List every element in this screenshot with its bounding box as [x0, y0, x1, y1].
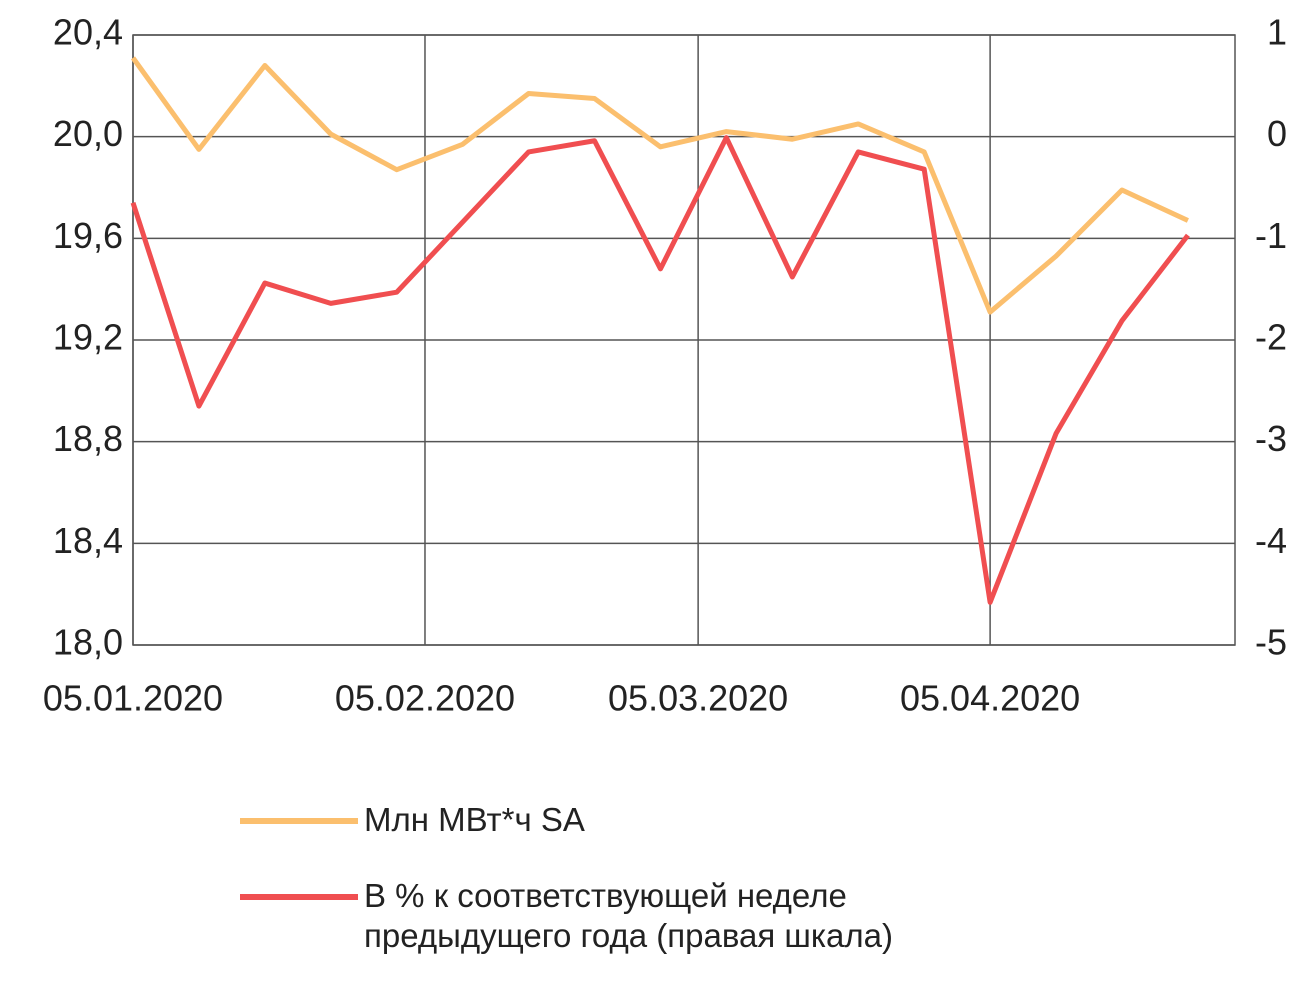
y-tick-label: 18,8 [53, 418, 123, 459]
y-tick-label: 18,4 [53, 520, 123, 561]
legend-label: Млн МВт*ч SA [364, 801, 585, 838]
x-tick-label: 05.03.2020 [608, 678, 788, 719]
y-tick-label: 18,0 [53, 622, 123, 663]
y2-tick-label: -1 [1255, 215, 1287, 256]
y2-tick-label: 1 [1267, 12, 1287, 53]
legend-swatch [240, 894, 358, 900]
series-line [130, 56, 1189, 315]
x-tick-label: 05.01.2020 [43, 678, 223, 719]
y2-tick-label: -2 [1255, 317, 1287, 358]
legend-swatch [240, 818, 358, 824]
y-tick-label: 20,4 [53, 12, 123, 53]
x-tick-label: 05.02.2020 [335, 678, 515, 719]
y2-tick-label: -5 [1255, 622, 1287, 663]
y-tick-label: 20,0 [53, 113, 123, 154]
legend-entry: Млн МВт*ч SA [240, 800, 1000, 840]
plot-frame [132, 34, 1236, 646]
y-tick-label: 19,2 [53, 317, 123, 358]
y-tick-label: 19,6 [53, 215, 123, 256]
legend: Млн МВт*ч SA В % к соответствующей неделе… [240, 800, 1000, 992]
x-tick-label: 05.04.2020 [900, 678, 1080, 719]
chart: 18,0 18,4 18,8 19,2 19,6 20,0 20,4 -5 -4 -3 -2 -1 0 1… [43, 12, 1287, 719]
legend-label: В % к соответствующей неделе предыдущего… [364, 877, 893, 954]
y2-tick-label: -3 [1255, 418, 1287, 459]
series-line [130, 135, 1190, 605]
legend-entry: В % к соответствующей неделе предыдущего… [240, 876, 1000, 956]
y2-tick-label: 0 [1267, 113, 1287, 154]
y2-tick-label: -4 [1255, 520, 1287, 561]
